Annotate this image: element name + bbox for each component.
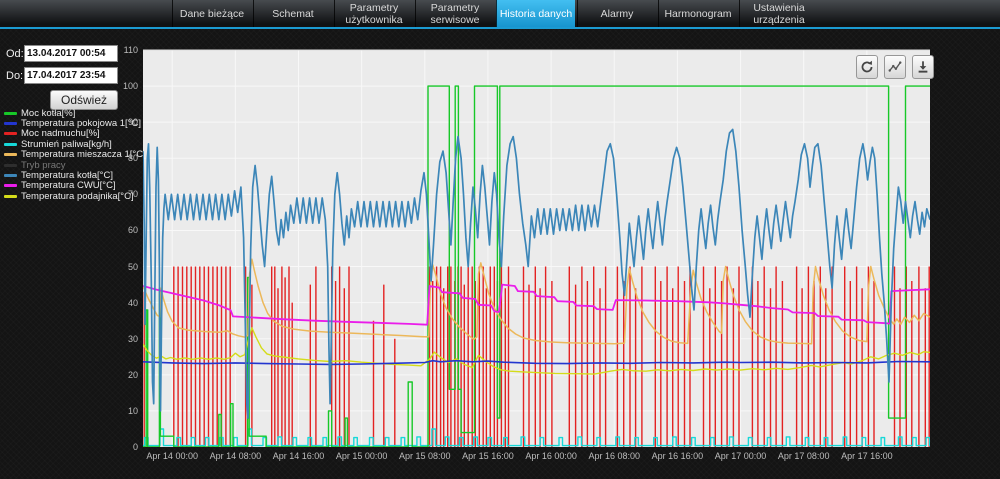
tab-ustawienia-urzadzenia[interactable]: Ustawienia urządzenia (739, 0, 818, 27)
legend-swatch-temp-cwu (4, 184, 17, 188)
date-range-controls: Od: Do: Odśwież (6, 45, 118, 110)
date-to-label: Do: (6, 69, 24, 82)
legend-item-temp-kotla[interactable]: Temperatura kotła[°C] (4, 170, 139, 182)
legend-item-temp-podajnika[interactable]: Temperatura podajnika[°C] (4, 190, 139, 202)
x-tick-label: Apr 15 00:00 (335, 451, 388, 461)
y-tick-label: 30 (127, 333, 138, 344)
legend-label: Moc nadmuchu[%] (21, 128, 100, 140)
tab-bar: Dane bieżące Schemat Parametry użytkownika… (0, 0, 1000, 29)
tab-parametry-uzytkownika[interactable]: Parametry użytkownika (334, 0, 413, 27)
line-chart-icon (888, 61, 902, 72)
tab-alarmy[interactable]: Alarmy (577, 0, 656, 27)
legend-label: Temperatura kotła[°C] (21, 170, 113, 182)
refresh-icon (861, 60, 873, 73)
legend-label: Temperatura mieszacza 1[°C] (21, 149, 146, 161)
date-to-input[interactable] (24, 67, 118, 84)
legend-swatch-moc-kotla (4, 111, 17, 115)
x-tick-label: Apr 16 16:00 (651, 451, 704, 461)
legend-swatch-temp-pokojowa (4, 122, 17, 126)
legend-label: Temperatura podajnika[°C] (21, 190, 134, 202)
date-to-row: Do: (6, 67, 118, 84)
series-temp-cwu-line (143, 283, 930, 326)
plot-area[interactable] (143, 50, 930, 447)
legend-swatch-temp-mieszacza (4, 153, 17, 157)
legend-item-temp-pokojowa[interactable]: Temperatura pokojowa 1[°C] (4, 118, 141, 130)
legend-label: Temperatura CWU[°C] (21, 180, 116, 192)
series-temp-mieszacza-line (143, 258, 930, 345)
x-tick-label: Apr 14 08:00 (209, 451, 262, 461)
legend-swatch-temp-podajnika (4, 194, 17, 198)
y-tick-label: 90 (127, 117, 138, 128)
y-tick-label: 50 (127, 261, 138, 272)
x-tick-label: Apr 14 16:00 (272, 451, 325, 461)
legend-swatch-strumien-paliwa (4, 142, 17, 146)
y-tick-label: 70 (127, 189, 138, 200)
chart-legend: Moc kotła[%] Temperatura pokojowa 1[°C] Mo… (4, 107, 146, 202)
y-tick-label: 10 (127, 405, 138, 416)
download-button[interactable] (912, 55, 934, 79)
series-strumien-paliwa-line (143, 428, 930, 447)
y-tick-label: 100 (122, 81, 138, 92)
y-tick-label: 110 (123, 45, 138, 55)
line-style-button[interactable] (884, 55, 906, 79)
legend-swatch-tryb-pracy (4, 163, 17, 167)
legend-item-moc-kotla[interactable]: Moc kotła[%] (4, 107, 139, 119)
series-moc-kotla-line (143, 85, 930, 447)
x-tick-label: Apr 16 00:00 (525, 451, 577, 461)
legend-item-tryb-pracy[interactable]: Tryb pracy (4, 159, 139, 171)
legend-label: Temperatura pokojowa 1[°C] (21, 118, 141, 130)
series-group (143, 85, 930, 447)
tab-schemat[interactable]: Schemat (253, 0, 332, 27)
series-moc-nadmuchu-line (143, 266, 930, 447)
legend-label: Tryb pracy (21, 159, 66, 171)
date-from-row: Od: (6, 45, 118, 62)
date-from-label: Od: (6, 47, 24, 60)
x-tick-label: Apr 17 16:00 (841, 451, 893, 461)
legend-item-temp-mieszacza[interactable]: Temperatura mieszacza 1[°C] (4, 149, 146, 160)
download-icon (918, 61, 928, 73)
y-tick-label: 0 (132, 442, 138, 452)
x-tick-label: Apr 17 00:00 (714, 451, 767, 461)
refresh-chart-button[interactable] (856, 55, 878, 79)
tab-dane-biezace[interactable]: Dane bieżące (172, 0, 251, 27)
series-temp-kotla-line (143, 128, 930, 419)
legend-swatch-moc-nadmuchu (4, 132, 17, 136)
x-tick-label: Apr 15 16:00 (462, 451, 514, 461)
x-tick-label: Apr 16 08:00 (588, 451, 641, 461)
y-tick-label: 20 (127, 369, 138, 380)
series-temp-pokojowa-line (143, 359, 930, 366)
tab-parametry-serwisowe[interactable]: Parametry serwisowe (415, 0, 494, 27)
legend-item-temp-cwu[interactable]: Temperatura CWU[°C] (4, 180, 139, 192)
legend-label: Strumień paliwa[kg/h] (21, 138, 112, 150)
chart-toolbar (856, 55, 934, 79)
legend-swatch-temp-kotla (4, 174, 17, 178)
x-tick-label: Apr 17 08:00 (777, 451, 830, 461)
legend-item-moc-nadmuchu[interactable]: Moc nadmuchu[%] (4, 128, 139, 140)
y-tick-label: 60 (127, 225, 138, 236)
legend-item-strumien-paliwa[interactable]: Strumień paliwa[kg/h] (4, 138, 139, 150)
tab-historia-danych[interactable]: Historia danych (496, 0, 575, 27)
x-tick-label: Apr 15 08:00 (399, 451, 451, 461)
x-tick-label: Apr 14 00:00 (146, 451, 198, 461)
legend-label: Moc kotła[%] (21, 107, 76, 119)
y-tick-label: 80 (127, 153, 138, 164)
tab-harmonogram[interactable]: Harmonogram (658, 0, 737, 27)
date-from-input[interactable] (24, 45, 118, 62)
y-tick-label: 40 (127, 297, 138, 308)
series-temp-podajnika-line (143, 327, 930, 375)
refresh-button[interactable]: Odśwież (49, 90, 118, 110)
